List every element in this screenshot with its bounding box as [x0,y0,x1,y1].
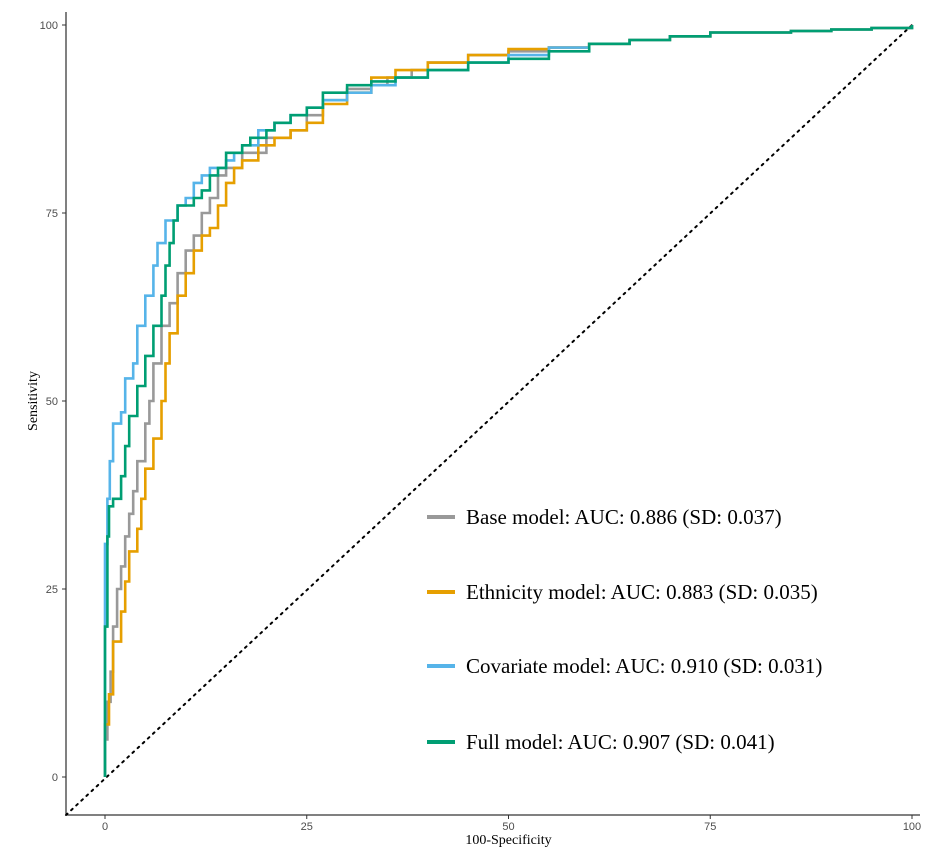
x-axis-title: 100-Specificity [465,833,551,848]
legend-label-1: Base model: AUC: 0.886 (SD: 0.037) [466,505,782,529]
legend-label-2: Ethnicity model: AUC: 0.883 (SD: 0.035) [466,580,818,604]
x-tick-label: 0 [102,821,108,833]
x-tick-label: 100 [903,821,921,833]
reference-diagonal [66,25,912,815]
legend-label-4: Full model: AUC: 0.907 (SD: 0.041) [466,730,775,754]
legend-label-3: Covariate model: AUC: 0.910 (SD: 0.031) [466,654,822,678]
y-tick-label: 25 [46,584,58,596]
y-axis-title: Sensitivity [26,371,41,431]
y-tick-label: 75 [46,208,58,220]
x-tick-label: 50 [502,821,514,833]
x-tick-label: 75 [704,821,716,833]
y-tick-label: 100 [40,20,58,32]
y-tick-label: 50 [46,396,58,408]
axes: 0 25 50 75 100 0 25 50 75 100 [40,12,922,833]
y-tick-label: 0 [52,772,58,784]
legend: Base model: AUC: 0.886 (SD: 0.037) Ethnic… [427,505,822,754]
x-tick-label: 25 [301,821,313,833]
reference-line [66,25,912,815]
